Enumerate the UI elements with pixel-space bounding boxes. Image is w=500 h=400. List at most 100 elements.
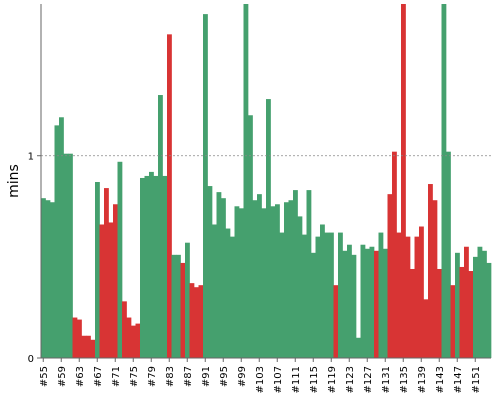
bar-95 bbox=[221, 198, 226, 358]
bar-67 bbox=[95, 182, 100, 358]
x-tick-label: #119 bbox=[327, 366, 338, 393]
x-tick-label: #131 bbox=[381, 366, 392, 393]
bar-151 bbox=[473, 256, 478, 358]
bar-92 bbox=[207, 186, 213, 358]
x-tick-label: #139 bbox=[417, 366, 428, 393]
bar-139 bbox=[419, 226, 424, 358]
bar-124 bbox=[351, 254, 357, 358]
bar-143 bbox=[437, 268, 442, 358]
bar-68 bbox=[99, 224, 105, 358]
x-tick-label: #79 bbox=[147, 366, 158, 387]
x-tick-label: #107 bbox=[273, 366, 284, 393]
bar-69 bbox=[104, 188, 109, 358]
bar-57 bbox=[50, 202, 55, 358]
bar-114 bbox=[306, 190, 312, 358]
bar-65 bbox=[86, 335, 91, 358]
bar-148 bbox=[459, 266, 465, 358]
bar-82 bbox=[162, 175, 168, 358]
bar-74 bbox=[126, 317, 132, 358]
bar-137 bbox=[410, 268, 415, 358]
x-tick-label: #103 bbox=[255, 366, 266, 393]
bar-128 bbox=[369, 246, 375, 358]
bar-129 bbox=[374, 250, 379, 358]
bar-105 bbox=[266, 99, 271, 358]
bar-56 bbox=[45, 200, 51, 358]
bar-103 bbox=[257, 194, 262, 358]
bar-152 bbox=[477, 246, 483, 358]
bar-62 bbox=[72, 317, 78, 358]
y-ticks: 01 bbox=[28, 152, 41, 365]
x-tick-label: #147 bbox=[453, 366, 464, 393]
x-ticks: #55 #59 #63 #67 #71 #75 #79 #83 #87 #91 #95 #99 #103… bbox=[39, 358, 482, 393]
bar-146 bbox=[450, 285, 456, 358]
bar-147 bbox=[455, 252, 460, 358]
bar-107 bbox=[275, 204, 280, 358]
bar-63 bbox=[77, 319, 82, 358]
bar-144 bbox=[441, 4, 447, 358]
bar-142 bbox=[432, 200, 438, 358]
bar-87 bbox=[185, 242, 190, 358]
bar-80 bbox=[153, 175, 159, 358]
bar-99 bbox=[239, 208, 244, 358]
x-tick-label: #115 bbox=[309, 366, 320, 393]
bar-77 bbox=[140, 177, 145, 358]
bar-91 bbox=[203, 14, 208, 359]
bar-154 bbox=[486, 262, 492, 358]
bar-104 bbox=[261, 208, 267, 358]
bar-118 bbox=[324, 232, 330, 358]
x-tick-label: #75 bbox=[129, 366, 140, 387]
x-tick-label: #83 bbox=[165, 366, 176, 387]
bar-55 bbox=[41, 198, 46, 358]
bar-86 bbox=[180, 262, 186, 358]
bar-115 bbox=[311, 252, 316, 358]
x-tick-label: #55 bbox=[39, 366, 50, 387]
bar-89 bbox=[194, 287, 199, 358]
bar-79 bbox=[149, 171, 154, 358]
bar-90 bbox=[198, 285, 204, 358]
bar-121 bbox=[338, 232, 343, 358]
bar-126 bbox=[360, 244, 366, 358]
bar-76 bbox=[135, 323, 141, 358]
bar-119 bbox=[329, 232, 334, 358]
area-bars bbox=[41, 4, 492, 359]
bar-98 bbox=[234, 206, 240, 358]
x-tick-label: #135 bbox=[399, 366, 410, 393]
bar-97 bbox=[230, 236, 235, 358]
bar-127 bbox=[365, 248, 370, 358]
bar-84 bbox=[171, 254, 177, 358]
bar-135 bbox=[401, 4, 406, 358]
bar-141 bbox=[428, 184, 433, 358]
x-tick-label: #151 bbox=[471, 366, 482, 393]
x-tick-label: #59 bbox=[57, 366, 68, 387]
bar-136 bbox=[405, 236, 411, 358]
bar-140 bbox=[423, 299, 429, 358]
x-tick-label: #127 bbox=[363, 366, 374, 393]
bar-88 bbox=[189, 283, 195, 358]
bar-102 bbox=[252, 200, 258, 358]
bar-110 bbox=[288, 200, 294, 358]
bar-60 bbox=[63, 153, 69, 358]
bar-85 bbox=[176, 254, 181, 358]
bar-138 bbox=[414, 236, 420, 358]
bar-72 bbox=[117, 161, 123, 358]
bar-61 bbox=[68, 153, 73, 358]
x-tick-label: #87 bbox=[183, 366, 194, 387]
bar-132 bbox=[387, 194, 393, 358]
bar-108 bbox=[279, 232, 285, 358]
x-tick-label: #99 bbox=[237, 366, 248, 387]
bar-109 bbox=[284, 202, 289, 358]
bar-145 bbox=[446, 151, 451, 358]
y-tick-label: 0 bbox=[28, 354, 34, 365]
bar-122 bbox=[342, 250, 348, 358]
x-tick-label: #95 bbox=[219, 366, 230, 387]
x-tick-label: #67 bbox=[93, 366, 104, 387]
bar-66 bbox=[90, 339, 96, 358]
bar-94 bbox=[216, 192, 222, 358]
bar-58 bbox=[54, 125, 60, 359]
bar-59 bbox=[59, 117, 64, 358]
bar-75 bbox=[131, 325, 136, 358]
bar-120 bbox=[333, 285, 339, 358]
bar-150 bbox=[468, 271, 474, 358]
